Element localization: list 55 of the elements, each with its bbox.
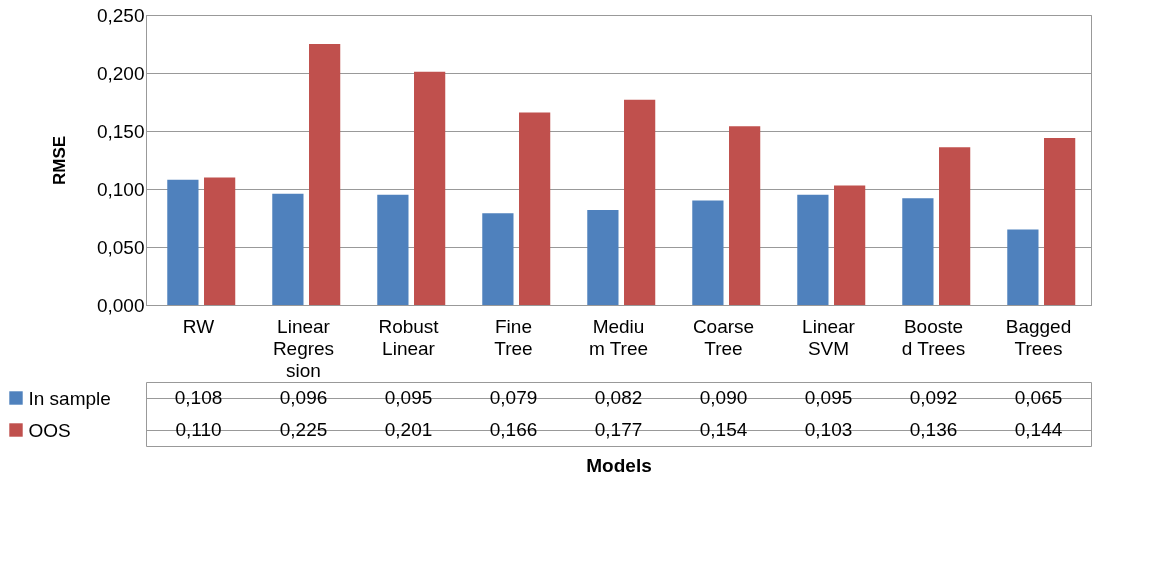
data-label: 0,225 — [279, 419, 328, 440]
y-tick-label: 0,050 — [96, 236, 145, 258]
bar — [797, 194, 829, 305]
bar — [729, 126, 761, 305]
x-tick-label: Linear SVM — [802, 315, 856, 359]
bar — [902, 198, 934, 305]
data-label: 0,095 — [804, 387, 853, 408]
bar — [309, 44, 341, 305]
data-label: 0,092 — [909, 387, 958, 408]
x-tick-label: Mediu m Tree — [588, 315, 649, 359]
x-tick-label: Booste d Trees — [901, 315, 966, 359]
bar — [204, 177, 236, 305]
data-label: 0,103 — [804, 419, 853, 440]
data-label: 0,079 — [489, 387, 538, 408]
legend-label: In sample — [28, 387, 111, 409]
data-label: 0,082 — [594, 387, 643, 408]
x-tick-label: Bagged Trees — [1005, 315, 1072, 359]
bar — [939, 147, 971, 305]
data-label: 0,096 — [279, 387, 328, 408]
bar — [587, 209, 619, 305]
y-tick-label: 0,100 — [96, 178, 145, 200]
bar — [1044, 137, 1076, 305]
bar — [834, 185, 866, 305]
data-label: 0,144 — [1014, 419, 1063, 440]
bar — [1007, 229, 1039, 305]
data-label: 0,095 — [384, 387, 433, 408]
x-tick-label: RW — [182, 315, 215, 337]
x-tick-label: Fine Tree — [494, 315, 533, 359]
data-label: 0,108 — [174, 387, 223, 408]
x-tick-label: Robust Linear — [378, 315, 440, 359]
x-tick-label: Coarse Tree — [692, 315, 755, 359]
bar — [414, 71, 446, 305]
y-tick-label: 0,250 — [96, 4, 145, 26]
bar — [377, 194, 409, 305]
x-tick-label: Linear Regres sion — [272, 315, 335, 381]
data-label: 0,136 — [909, 419, 958, 440]
y-tick-label: 0,200 — [96, 62, 145, 84]
y-tick-label: 0,000 — [96, 294, 145, 316]
data-label: 0,177 — [594, 419, 643, 440]
data-label: 0,065 — [1014, 387, 1063, 408]
bar — [692, 200, 724, 305]
x-axis-title: Models — [586, 454, 652, 476]
bar — [519, 112, 551, 305]
y-axis-title: RMSE — [49, 135, 69, 186]
bar — [272, 193, 304, 305]
bar — [624, 99, 656, 305]
y-tick-label: 0,150 — [96, 120, 145, 142]
legend-label: OOS — [28, 419, 71, 441]
data-label: 0,166 — [489, 419, 538, 440]
bar — [167, 179, 199, 305]
bar — [482, 213, 514, 305]
data-label: 0,110 — [175, 419, 222, 440]
data-label: 0,201 — [384, 419, 433, 440]
data-label: 0,090 — [699, 387, 748, 408]
data-label: 0,154 — [699, 419, 748, 440]
